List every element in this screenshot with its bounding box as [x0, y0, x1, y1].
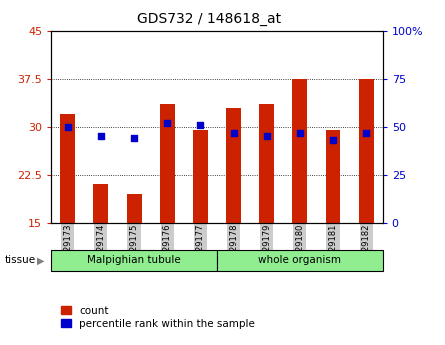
Bar: [259, 105, 274, 223]
Bar: [60, 114, 75, 223]
Point: [263, 134, 270, 139]
Point: [329, 137, 336, 143]
Bar: [292, 79, 307, 223]
Bar: [325, 130, 340, 223]
Bar: [359, 79, 374, 223]
Point: [164, 120, 171, 126]
Bar: [160, 105, 175, 223]
Bar: [193, 130, 208, 223]
Text: tissue: tissue: [4, 256, 36, 265]
Text: whole organism: whole organism: [258, 256, 341, 265]
Text: Malpighian tubule: Malpighian tubule: [87, 256, 181, 265]
Point: [230, 130, 237, 135]
Point: [64, 124, 71, 130]
Text: ▶: ▶: [37, 256, 44, 265]
Point: [130, 136, 138, 141]
Legend: count, percentile rank within the sample: count, percentile rank within the sample: [57, 302, 259, 333]
Bar: [226, 108, 241, 223]
Point: [296, 130, 303, 135]
Bar: [93, 184, 109, 223]
Point: [197, 122, 204, 128]
Point: [363, 130, 370, 135]
Bar: [126, 194, 142, 223]
Text: GDS732 / 148618_at: GDS732 / 148618_at: [137, 12, 281, 26]
Point: [97, 134, 105, 139]
